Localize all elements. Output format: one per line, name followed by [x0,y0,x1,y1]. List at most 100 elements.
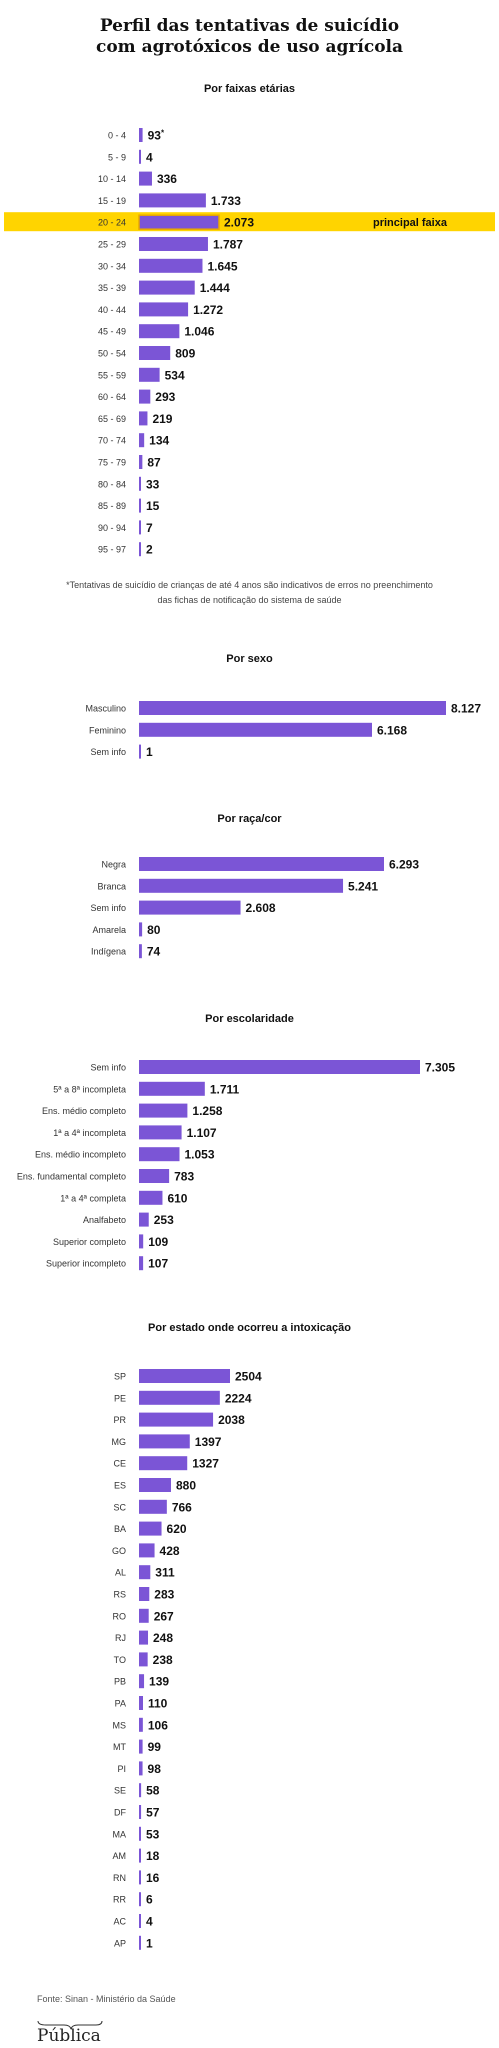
value-label: 2504 [235,1370,262,1384]
chart-4-title: Por estado onde ocorreu a intoxicação [148,1322,351,1334]
bar [139,171,152,186]
category-label: Ens. médio incompleto [35,1150,126,1160]
category-label: 75 - 79 [98,458,126,468]
category-label: RS [113,1590,126,1600]
value-label: 1.258 [192,1104,222,1118]
brand-logo: Pública [37,2026,101,2046]
value-label: 80 [147,923,161,937]
category-label: 70 - 74 [98,436,126,446]
category-label: 80 - 84 [98,479,126,489]
bar [139,280,195,295]
category-label: GO [112,1546,126,1556]
bar [139,1412,214,1427]
value-label: 219 [152,412,172,426]
bar [139,1870,141,1885]
category-label: Masculino [85,704,126,714]
bar [139,1521,162,1536]
value-label: 7.305 [425,1061,455,1075]
category-label: MG [112,1437,127,1447]
value-label: 428 [160,1544,180,1558]
value-label: 253 [154,1213,174,1227]
bar [139,1369,230,1383]
bar [139,1587,150,1601]
highlight-band [4,212,495,232]
page-title-line-2: com agrotóxicos de uso agrícola [95,37,404,57]
category-label: 5ª a 8ª incompleta [53,1084,126,1094]
bar [139,1499,167,1514]
footnote-line-2: das fichas de notificação do sistema de … [157,595,341,605]
bar [139,1630,149,1645]
category-label: 60 - 64 [98,392,126,402]
bar [139,1652,148,1667]
bar [138,214,220,230]
bar [139,1892,141,1907]
category-label: Negra [101,860,126,870]
bar [139,944,142,959]
bar [139,1081,205,1096]
value-label: 1.787 [213,238,243,252]
bar [139,498,141,513]
value-label: 1.733 [211,194,241,208]
bar [139,1935,141,1950]
category-label: 65 - 69 [98,414,126,424]
category-label: RJ [115,1633,126,1643]
bar [139,258,203,273]
category-label: 35 - 39 [98,283,126,293]
bar [139,900,241,915]
value-label: 18 [146,1849,160,1863]
bar [139,1543,155,1558]
category-label: RO [113,1611,127,1621]
value-label: 293 [155,390,175,404]
bar [139,455,143,469]
value-label: 74 [147,945,161,959]
category-label: 25 - 29 [98,240,126,250]
value-label: 134 [149,434,169,448]
category-label: 95 - 97 [98,545,126,555]
bar [139,367,160,382]
chart-2-title: Por raça/cor [217,813,282,825]
value-label: 1327 [192,1457,219,1471]
value-label: 1.046 [184,325,214,339]
category-label: Feminino [89,725,126,735]
value-label: 336 [157,172,177,186]
category-label: PE [114,1393,126,1403]
category-label: 15 - 19 [98,196,126,206]
bar [139,1783,142,1798]
bar [139,128,143,142]
value-label: 109 [148,1235,168,1249]
value-label: 1 [146,1936,153,1950]
category-label: DF [114,1808,126,1818]
bar [139,476,141,491]
value-label: 110 [148,1697,168,1711]
value-label: 311 [155,1566,175,1580]
category-label: Ens. médio completo [42,1106,126,1116]
chart-3-title: Por escolaridade [205,1013,294,1025]
category-label: MT [113,1742,126,1752]
bar [139,1125,182,1140]
value-label: 6.293 [389,858,419,872]
bar [139,1256,144,1271]
footnote-line-1: *Tentativas de suicídio de crianças de a… [66,580,433,590]
bar [139,1739,143,1754]
bar [139,1565,151,1580]
category-label: 5 - 9 [108,152,126,162]
value-label: 610 [167,1191,187,1205]
bar [139,193,206,208]
value-label: 106 [148,1718,168,1732]
category-label: MS [113,1720,127,1730]
value-label: 99 [148,1740,162,1754]
category-label: Analfabeto [83,1215,126,1225]
value-label: 534 [165,368,185,382]
category-label: Superior completo [53,1237,126,1247]
value-label: 1.645 [207,259,237,273]
category-label: 30 - 34 [98,261,126,271]
value-label: 267 [154,1609,174,1623]
bar [139,722,372,737]
bar [139,857,384,871]
value-label: 783 [174,1170,194,1184]
bar [139,324,180,339]
category-label: Amarela [92,925,126,935]
bar [139,1434,190,1449]
category-label: PI [117,1764,126,1774]
highlight-label: principal faixa [373,217,448,229]
